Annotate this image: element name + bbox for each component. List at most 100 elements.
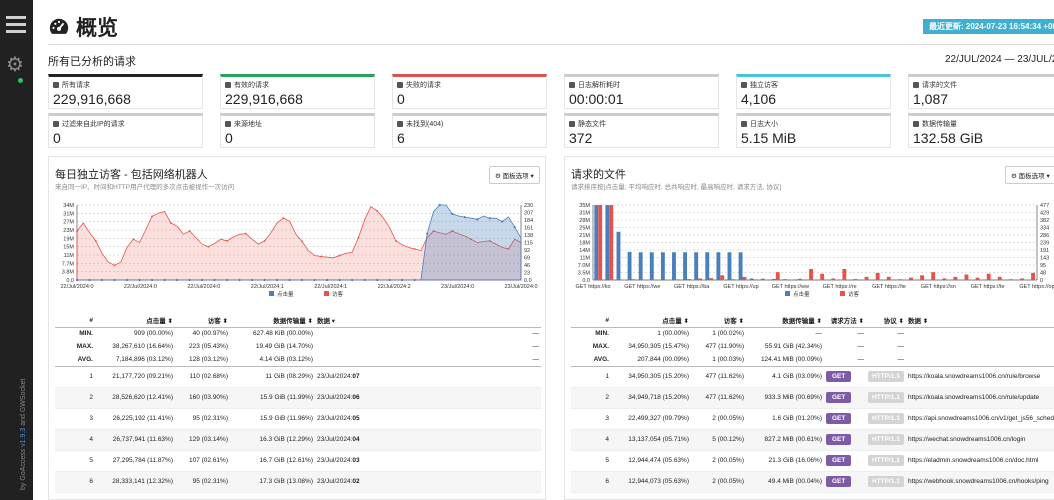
visitors-point xyxy=(244,232,247,235)
menu-icon[interactable] xyxy=(6,16,26,19)
column-header[interactable]: 数据传输量 ⬍ xyxy=(273,318,313,326)
summary-cell: 909 (00.00%) xyxy=(133,330,173,338)
left-tick-label: 11M xyxy=(64,253,75,259)
visitors-bar xyxy=(742,276,747,280)
date-hour: 02 xyxy=(352,478,360,485)
hits-point xyxy=(263,278,266,282)
method-badge: GET xyxy=(826,392,852,403)
date-prefix: 23/Jul/2024: xyxy=(317,415,353,422)
url-cell: https://api.snowdreams1006.cn/v1/get_js5… xyxy=(906,408,1054,430)
table-row[interactable]: 1 34,950,305 (15.20%) 477 (11.62%) 4.1 GiB … xyxy=(571,366,1054,388)
hits-cell: 34,949,718 (15.20%) xyxy=(611,387,691,409)
x-tick-label: GET https://sn xyxy=(921,284,956,290)
table-row[interactable]: 3 26,225,192 (11.41%) 95 (02.31%) 15.9 GiB … xyxy=(55,408,541,430)
visitors-point xyxy=(413,248,416,250)
table-row[interactable]: 6 28,333,141 (12.32%) 95 (02.31%) 17.3 GiB … xyxy=(55,471,541,493)
protocol-cell: HTTP/1.1 xyxy=(866,429,906,451)
table-row[interactable]: 4 13,137,054 (05.71%) 5 (00.12%) 827.2 MiB … xyxy=(571,429,1054,451)
row-index: 4 xyxy=(571,429,611,451)
x-tick-label: GET https://ko xyxy=(575,284,610,290)
column-header[interactable]: 访客 ⬍ xyxy=(207,318,228,326)
card-value: 0 xyxy=(53,130,61,146)
summary-cell: — xyxy=(824,353,866,367)
summary-card: 来源地址 0 xyxy=(220,113,375,148)
hits-point xyxy=(175,278,179,282)
x-tick-label: GET https://we xyxy=(624,284,660,290)
protocol-badge: HTTP/1.1 xyxy=(868,392,904,403)
visitors-cell: 95 (02.31%) xyxy=(175,408,230,430)
left-tick-label: 3.8M xyxy=(62,270,75,276)
hits-point xyxy=(476,218,479,221)
hits-point xyxy=(188,278,191,282)
gear-icon[interactable]: ⚙ xyxy=(6,54,24,76)
card-value: 4,106 xyxy=(741,91,777,107)
hits-point xyxy=(276,278,279,282)
visitors-bar xyxy=(775,272,780,280)
visitors-point xyxy=(76,230,78,232)
column-header[interactable]: 数据传输量 ⬍ xyxy=(782,318,822,326)
bandwidth-cell: 15.9 GiB (11.96%) xyxy=(230,408,315,430)
card-value: 6 xyxy=(397,130,405,146)
column-header[interactable]: 数据 ⬍ xyxy=(908,318,929,326)
summary-cell: — xyxy=(906,353,1054,367)
right-tick-label: 115 xyxy=(524,241,533,247)
url-cell: https://eladmin.snowdreams1006.cn/doc.ht… xyxy=(906,450,1054,472)
hits-point xyxy=(376,278,379,282)
table-row[interactable]: 5 27,295,784 (11.87%) 107 (02.61%) 16.7 GiB… xyxy=(55,450,541,472)
summary-cell: 19.49 GiB (14.70%) xyxy=(255,343,313,350)
panel-options-button[interactable]: ⚙ 面板选项 ▾ xyxy=(1005,166,1054,184)
card-label-text: 所有请求 xyxy=(62,82,90,89)
hits-cell: 28,526,620 (12.41%) xyxy=(95,387,175,409)
column-header[interactable]: 访客 ⬍ xyxy=(723,318,744,326)
table-row[interactable]: 2 34,949,718 (15.20%) 477 (11.62%) 933.3 Mi… xyxy=(571,387,1054,409)
version-link[interactable]: v1.9.3 xyxy=(20,427,27,447)
visitors-table: # 点击量 ⬍ 访客 ⬍ 数据传输量 ⬍ 数据 ▾ MIN. 909 (00.00%) 40 … xyxy=(55,314,541,499)
table-row[interactable]: 738,267,610 (16.64%)85 (02.07%)19.5 GiB … xyxy=(55,492,541,499)
summary-cell: 207,844 (00.09%) xyxy=(611,353,691,367)
visitors-bar xyxy=(720,275,725,280)
overview-subtitle: 所有已分析的请求 xyxy=(48,56,136,68)
hits-bar xyxy=(749,278,754,280)
visitors-point xyxy=(132,238,135,241)
table-row[interactable]: 5 12,944,474 (05.63%) 2 (00.05%) 21.3 GiB (… xyxy=(571,450,1054,472)
visitors-bar xyxy=(897,279,902,280)
row-index: 6 xyxy=(55,471,95,493)
legend-swatch xyxy=(785,291,790,296)
card-label-text: 独立访客 xyxy=(750,82,778,89)
hits-bar xyxy=(627,251,632,280)
right-tick-label: 239 xyxy=(1040,241,1049,247)
column-header[interactable]: # xyxy=(89,316,93,324)
visitors-point xyxy=(113,264,116,267)
summary-card: 未找到(404) 6 xyxy=(392,113,547,148)
x-tick-label: 23/Jul/2024:0 xyxy=(441,284,474,290)
visitors-cell: 129 (03.14%) xyxy=(175,429,230,451)
table-row[interactable]: 2 28,526,620 (12.41%) 160 (03.90%) 15.9 GiB… xyxy=(55,387,541,409)
summary-cell: AVG. xyxy=(571,353,611,367)
column-header[interactable]: # xyxy=(605,316,609,324)
column-header[interactable]: 协议 ⬍ xyxy=(883,318,904,326)
table-row[interactable]: 3 22,499,327 (09.79%) 2 (00.05%) 1.6 GiB (0… xyxy=(571,408,1054,430)
panel-options-button[interactable]: ⚙ 面板选项 ▾ xyxy=(489,166,540,184)
table-row[interactable]: 1 21,177,720 (09.21%) 110 (02.68%) 11 GiB (… xyxy=(55,366,541,388)
visitors-cell: 477 (11.62%) xyxy=(691,387,746,409)
right-tick-label: 92 xyxy=(524,248,530,254)
row-index: 1 xyxy=(571,366,611,388)
panel-description: 请求排序按[点击量, 平均响应时, 总共响应时, 最高响应时, 请求方法, 协议… xyxy=(571,184,782,191)
visitors-bar xyxy=(942,278,947,280)
right-tick-label: 191 xyxy=(1040,248,1049,254)
column-header[interactable]: 请求方法 ⬍ xyxy=(830,318,864,326)
x-tick-label: GET https://re xyxy=(823,284,857,290)
visitors-bar xyxy=(886,276,891,280)
hits-cell: 27,295,784 (11.87%) xyxy=(95,450,175,472)
column-header[interactable]: 点击量 ⬍ xyxy=(662,318,689,326)
hits-cell: 26,737,941 (11.63%) xyxy=(95,429,175,451)
table-row[interactable]: 6 12,944,073 (05.63%) 2 (00.05%) 49.4 MiB (… xyxy=(571,471,1054,493)
table-row[interactable]: 4 26,737,941 (11.63%) 129 (03.14%) 16.3 GiB… xyxy=(55,429,541,451)
row-index: 3 xyxy=(571,408,611,430)
column-header[interactable]: 数据 ▾ xyxy=(317,318,336,326)
column-header[interactable]: 点击量 ⬍ xyxy=(146,318,173,326)
visitors-point xyxy=(395,239,397,242)
summary-row: MAX. 38,267,610 (16.64%) 223 (05.43%) 19.49… xyxy=(55,340,541,353)
url-cell: https://koala.snowdreams1006.cn/rule/upd… xyxy=(906,387,1054,409)
visitors-bar xyxy=(609,205,614,280)
